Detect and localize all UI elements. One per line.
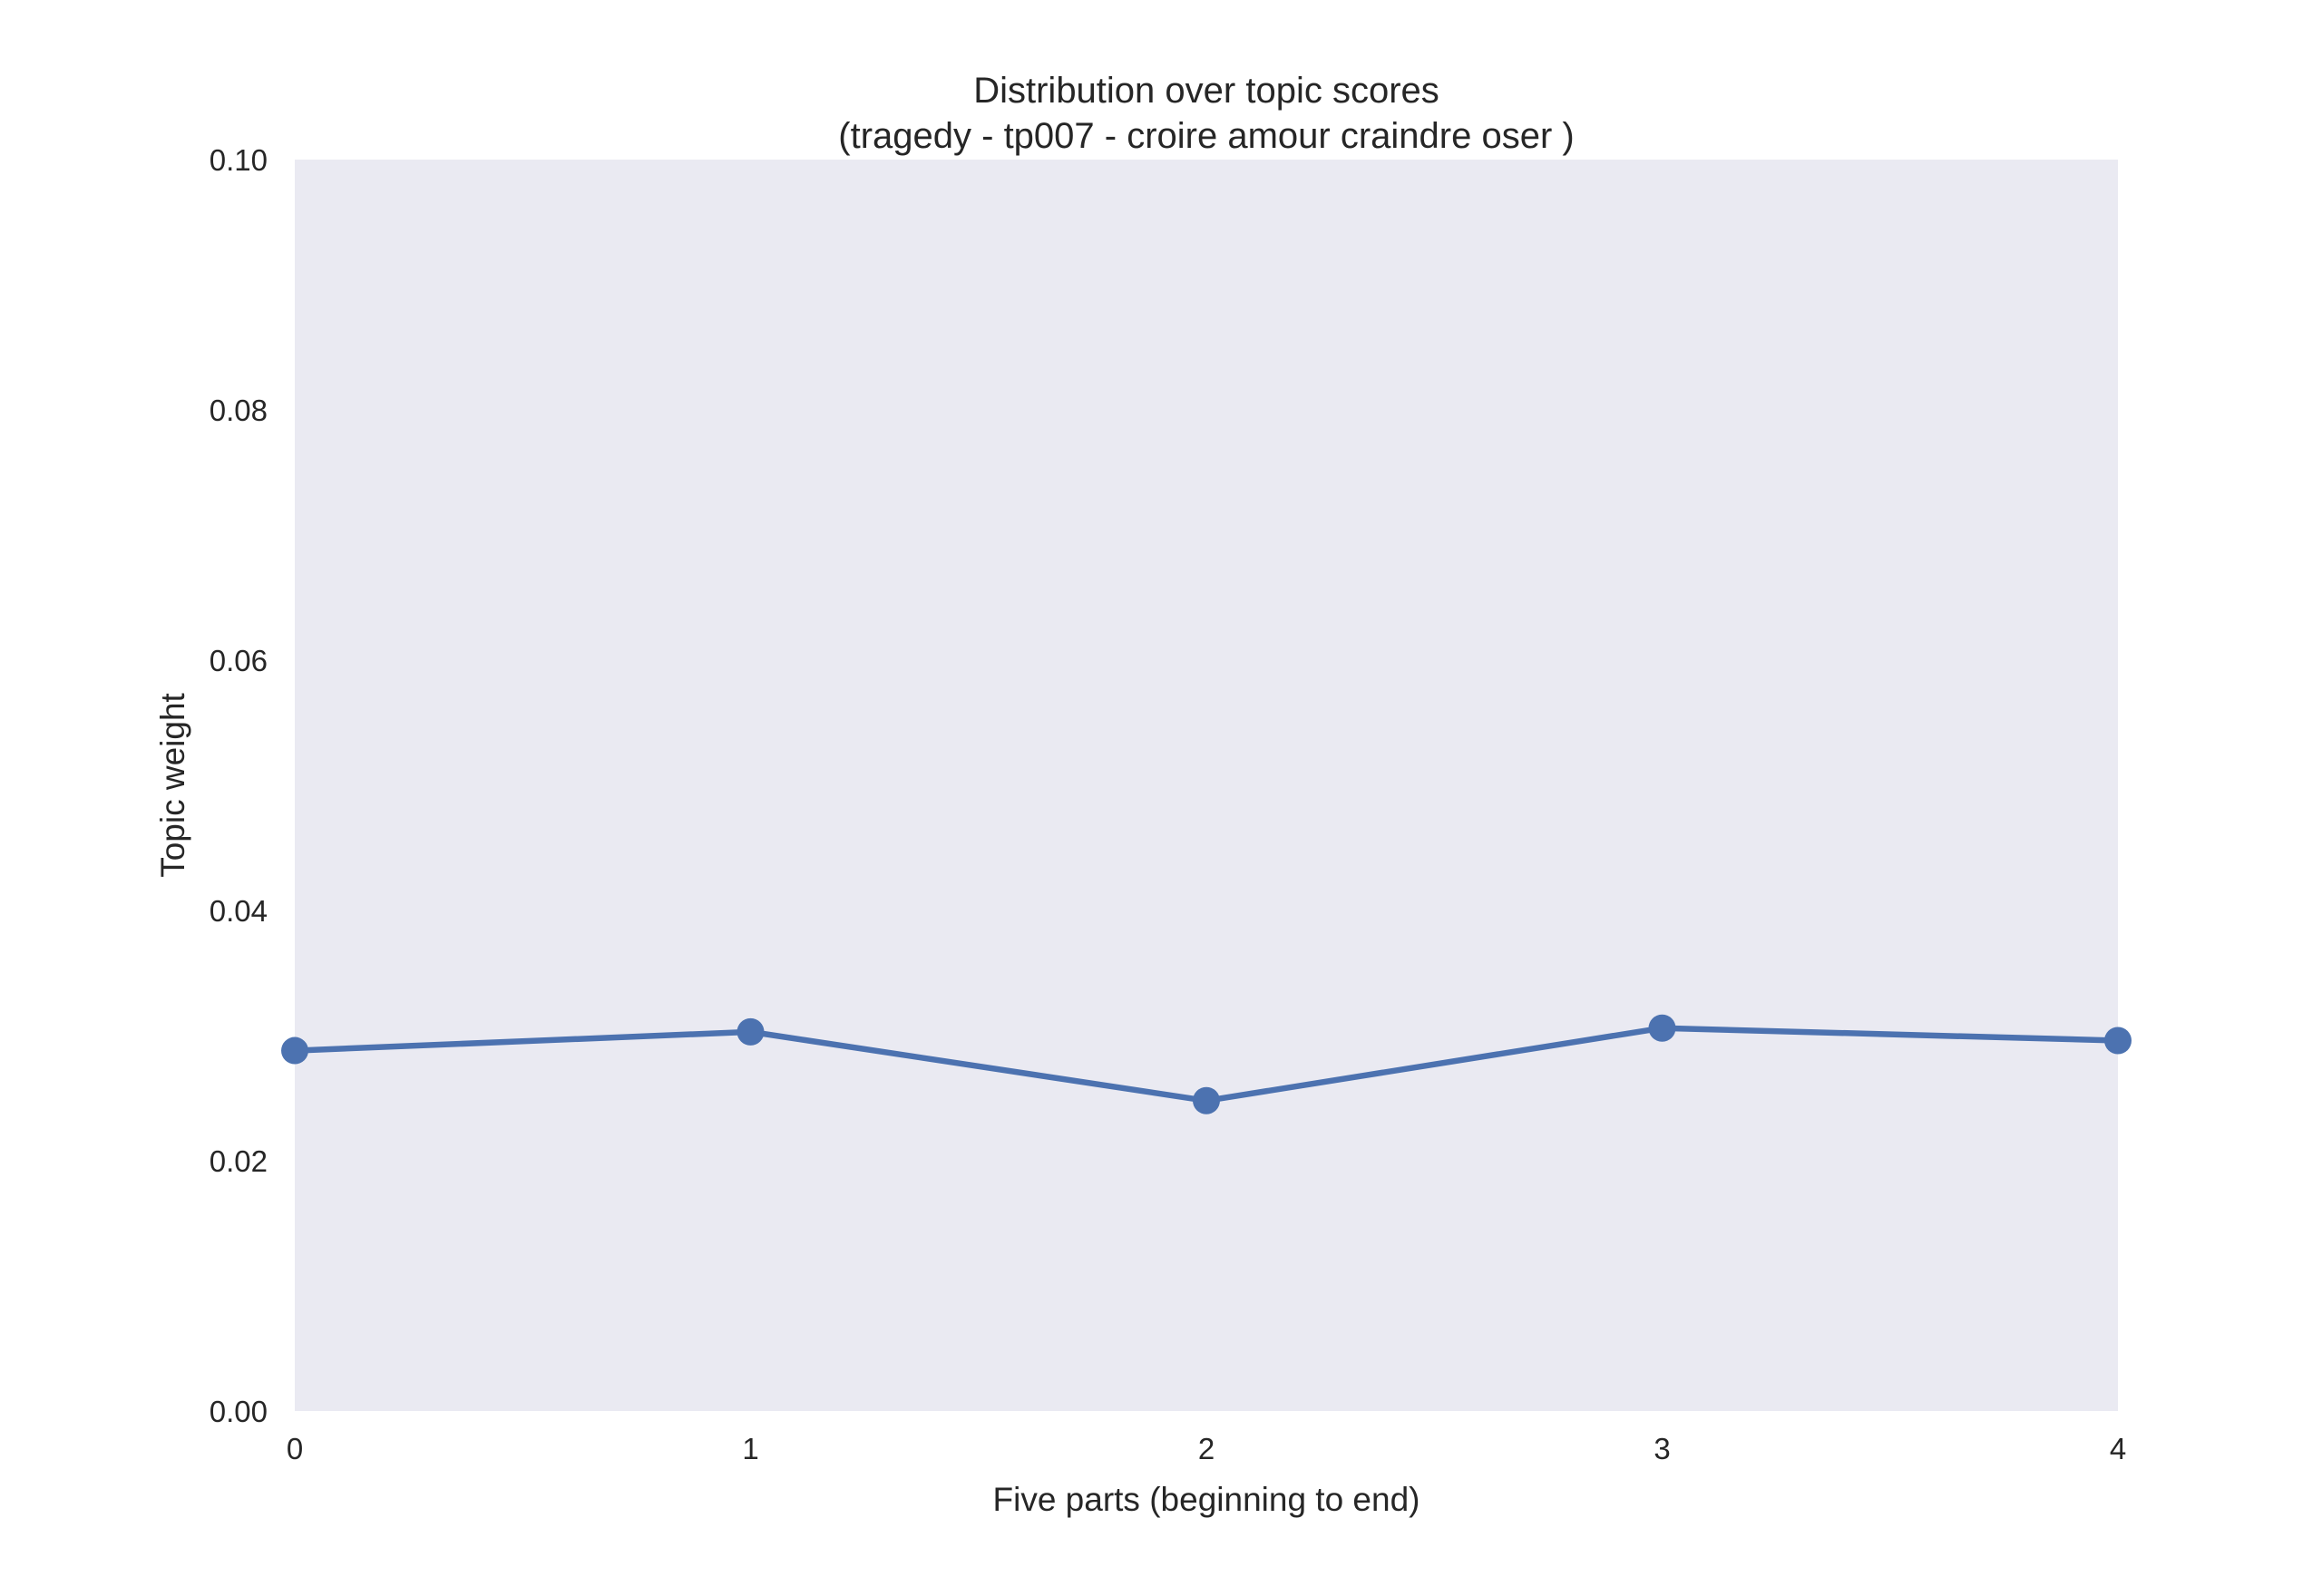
series-points xyxy=(281,1014,2132,1114)
data-point xyxy=(737,1017,765,1046)
y-axis-label: Topic weight xyxy=(154,692,191,877)
data-point xyxy=(281,1036,308,1065)
y-axis-ticks: 0.00 0.02 0.04 0.06 0.08 0.10 xyxy=(210,143,268,1428)
chart-subtitle: (tragedy - tp007 - croire amour craindre… xyxy=(838,116,1574,156)
x-tick-label: 2 xyxy=(1198,1432,1215,1465)
data-point xyxy=(1193,1086,1220,1114)
y-tick-label: 0.06 xyxy=(210,644,268,677)
y-tick-label: 0.02 xyxy=(210,1144,268,1178)
x-tick-label: 1 xyxy=(742,1432,758,1465)
data-point xyxy=(2104,1027,2132,1055)
plot-area xyxy=(295,160,2118,1411)
y-tick-label: 0.04 xyxy=(210,894,268,928)
x-tick-label: 3 xyxy=(1654,1432,1670,1465)
y-tick-label: 0.00 xyxy=(210,1395,268,1428)
data-point xyxy=(1648,1014,1676,1042)
x-tick-label: 0 xyxy=(287,1432,303,1465)
y-tick-label: 0.10 xyxy=(210,143,268,177)
x-tick-label: 4 xyxy=(2110,1432,2126,1465)
y-tick-label: 0.08 xyxy=(210,394,268,427)
x-axis-label: Five parts (beginning to end) xyxy=(993,1481,1420,1518)
x-axis-ticks: 0 1 2 3 4 xyxy=(287,1432,2126,1465)
chart-title: Distribution over topic scores xyxy=(973,71,1439,111)
